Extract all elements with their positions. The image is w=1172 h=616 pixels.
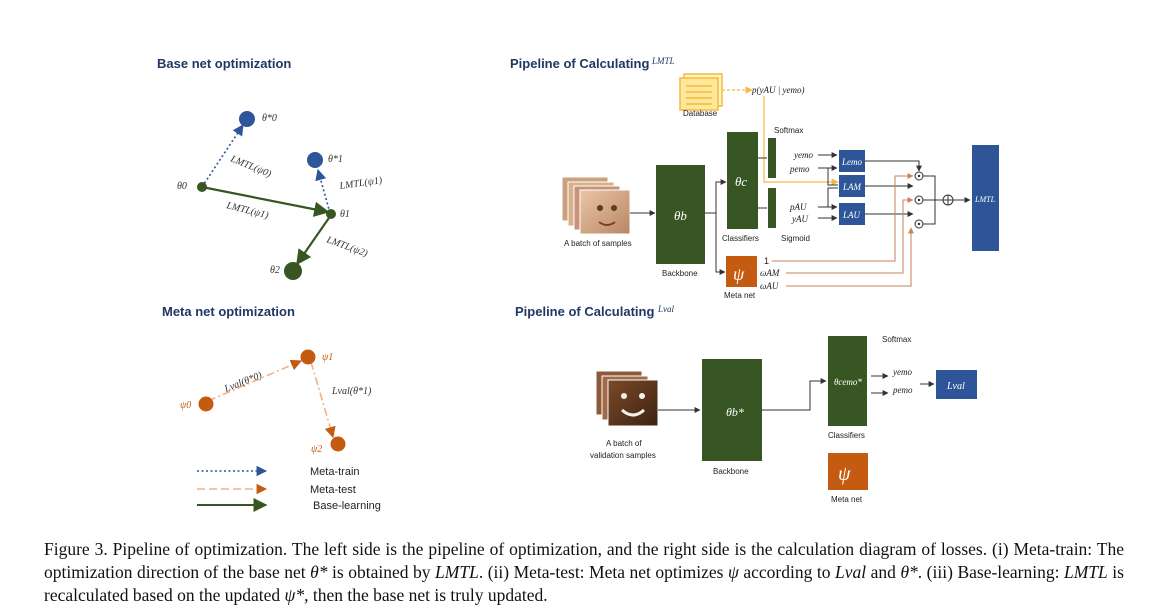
edge-label-d: LMTL(ψ2) — [324, 234, 370, 260]
meta-train-arrow-1 — [315, 168, 331, 214]
mtl-pemo: pemo — [789, 164, 810, 174]
base-learning-arrow-2 — [296, 214, 332, 266]
sigmoid-bar — [768, 188, 776, 228]
psi0-node — [198, 396, 214, 412]
backbone-to-classifier-line — [705, 179, 727, 214]
lval-label: Lval — [946, 381, 965, 392]
prob-label: p(yAU | yemo) — [751, 85, 804, 95]
lemo-box — [839, 150, 865, 172]
theta0-node — [197, 182, 207, 192]
theta0-label: θ0 — [177, 181, 187, 192]
theta-star1-node — [307, 152, 323, 168]
lemo-label: Lemo — [841, 157, 862, 167]
backbone-to-metanet-line — [715, 213, 726, 275]
meta-train-arrow-0 — [201, 124, 244, 188]
sample-batch-image — [561, 176, 631, 235]
meta-net-title: Meta net optimization — [162, 304, 295, 319]
meta-test-arrow-1 — [207, 359, 303, 402]
prior-line — [763, 96, 839, 186]
pipeline-figure: Base net optimization θ*0 θ*1 θ0 θ1 θ2 L… — [157, 56, 999, 512]
edge-label-b: LMTL(ψ1) — [338, 175, 384, 192]
val-batch-label-1: A batch of — [606, 439, 642, 448]
val-backbone-block — [702, 359, 762, 461]
weight-one: 1 — [764, 256, 769, 266]
psi2-node — [330, 436, 346, 452]
edge-label-f: Lval(θ*1) — [331, 386, 372, 397]
mtl-pipeline-title: Pipeline of Calculating — [510, 56, 649, 71]
psi2-label: ψ2 — [311, 444, 322, 455]
val-pipeline-title: Pipeline of Calculating — [515, 304, 654, 319]
val-batch-label-2: validation samples — [590, 451, 656, 460]
lmtl-label: LMTL — [974, 195, 996, 204]
validation-batch-image — [595, 370, 659, 427]
figure-caption: Figure 3. Pipeline of optimization. The … — [44, 539, 1124, 605]
val-yemo: yemo — [892, 367, 912, 377]
batch-label: A batch of samples — [564, 239, 632, 248]
val-backbone-symbol: θb* — [726, 405, 744, 419]
legend-meta-train: Meta-train — [310, 466, 360, 478]
legend-base-learning: Base-learning — [313, 500, 381, 512]
lval-box — [936, 370, 977, 399]
theta-star1-label: θ*1 — [328, 154, 343, 165]
database-icon — [679, 73, 723, 111]
base-net-title: Base net optimization — [157, 56, 291, 71]
edge-label-a: LMTL(ψ0) — [228, 153, 273, 180]
psi0-label: ψ0 — [180, 400, 191, 411]
theta2-label: θ2 — [270, 265, 280, 276]
mtl-sigmoid-label: Sigmoid — [781, 234, 810, 243]
mtl-yemo: yemo — [793, 150, 813, 160]
mtl-classifier-block — [727, 132, 758, 229]
val-classifier-symbol: θcemo* — [834, 377, 862, 387]
val-softmax-label: Softmax — [882, 335, 911, 344]
val-classifier-label: Classifiers — [828, 431, 865, 440]
psi1-label: ψ1 — [322, 352, 333, 363]
edge-label-c: LMTL(ψ1) — [224, 200, 270, 221]
lau-label: LAU — [842, 210, 861, 220]
val-meta-net-block — [828, 453, 868, 490]
mtl-backbone-label: Backbone — [662, 269, 698, 278]
lmtl-box — [972, 145, 999, 251]
mtl-softmax-label: Softmax — [774, 126, 803, 135]
mtl-yau: yAU — [791, 214, 808, 224]
val-pemo: pemo — [892, 385, 913, 395]
theta2-node — [284, 262, 302, 280]
legend-meta-test: Meta-test — [310, 484, 356, 496]
mtl-meta-net-block — [726, 256, 757, 287]
mtl-backbone-block — [656, 165, 705, 264]
mtl-meta-net-label: Meta net — [724, 291, 756, 300]
mtl-classifier-label: Classifiers — [722, 234, 759, 243]
softmax-bar — [768, 138, 776, 178]
theta-star0-node — [239, 111, 255, 127]
mtl-pipeline-title-symbol: LMTL — [651, 56, 675, 66]
database-label: Database — [683, 109, 718, 118]
theta1-label: θ1 — [340, 209, 350, 220]
mtl-classifier-symbol: θc — [735, 174, 747, 189]
mtl-meta-net-symbol: ψ — [733, 264, 745, 284]
theta-star0-label: θ*0 — [262, 113, 277, 124]
weight-au: ωAU — [760, 281, 779, 291]
lam-label: LAM — [842, 182, 862, 192]
edge-label-e: Lval(θ*0) — [222, 370, 264, 396]
lam-box — [839, 175, 865, 197]
lau-box — [839, 203, 865, 225]
mtl-backbone-symbol: θb — [674, 208, 687, 223]
val-pipeline-title-symbol: Lval — [657, 304, 675, 314]
weight-am: ωAM — [760, 268, 780, 278]
base-learning-arrow-1 — [201, 185, 330, 217]
mtl-pau: pAU — [789, 202, 807, 212]
theta1-node — [326, 209, 336, 219]
val-meta-net-label: Meta net — [831, 495, 863, 504]
psi1-node — [300, 349, 316, 365]
val-classifier-block — [828, 336, 867, 426]
val-meta-net-symbol: ψ — [838, 463, 851, 485]
val-backbone-label: Backbone — [713, 467, 749, 476]
meta-test-arrow-2 — [310, 361, 336, 439]
